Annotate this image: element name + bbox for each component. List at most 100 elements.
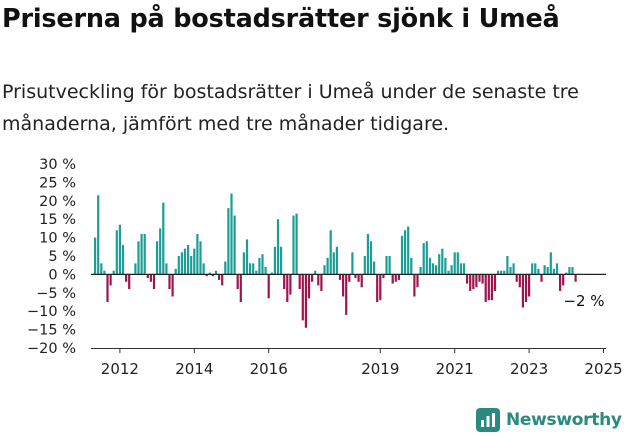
- bar: [332, 252, 335, 275]
- y-tick-label: −20 %: [27, 341, 76, 357]
- bar: [462, 263, 466, 275]
- bar: [304, 274, 307, 328]
- bar: [431, 263, 435, 275]
- bar: [137, 241, 140, 275]
- bar: [109, 274, 112, 286]
- bar: [242, 252, 245, 275]
- bar: [125, 274, 128, 282]
- y-tick-label: −15 %: [27, 323, 76, 339]
- bar: [335, 246, 338, 275]
- bar: [515, 274, 518, 282]
- bar: [273, 246, 276, 275]
- bar: [106, 274, 109, 302]
- bar: [162, 202, 165, 275]
- bar: [202, 263, 205, 275]
- bar: [270, 272, 273, 275]
- y-tick-label: 30 %: [39, 157, 76, 173]
- bar: [301, 274, 304, 321]
- bar: [540, 274, 543, 282]
- brand-name: Newsworthy: [506, 410, 622, 430]
- bar: [388, 256, 391, 275]
- bar: [512, 263, 515, 275]
- bar: [128, 274, 131, 290]
- bar: [165, 263, 168, 275]
- bar: [469, 274, 472, 291]
- bar: [453, 252, 456, 275]
- bar: [233, 215, 236, 275]
- x-tick-label: 2019: [361, 360, 399, 378]
- bar: [338, 274, 342, 280]
- bar: [292, 215, 295, 275]
- bar: [156, 241, 159, 275]
- bar: [208, 272, 211, 275]
- bar: [118, 224, 121, 275]
- bar: [348, 274, 351, 282]
- bar: [447, 270, 450, 275]
- bar: [571, 267, 574, 275]
- bar: [394, 274, 397, 282]
- x-tick-label: 2025: [584, 360, 622, 378]
- bar: [490, 274, 493, 301]
- bar: [438, 254, 441, 275]
- bar: [493, 274, 497, 291]
- bar: [528, 274, 531, 297]
- bar: [552, 268, 555, 275]
- bar: [416, 274, 419, 288]
- bar: [376, 274, 379, 302]
- bar: [255, 270, 258, 275]
- x-tick-label: 2014: [175, 360, 213, 378]
- bar: [574, 274, 577, 282]
- bar: [193, 248, 196, 275]
- bar: [441, 248, 444, 275]
- bar: [218, 274, 221, 280]
- bar: [419, 267, 422, 275]
- bar: [379, 274, 382, 301]
- bar: [500, 270, 503, 275]
- bar: [227, 208, 230, 275]
- bar: [276, 219, 280, 275]
- bar: [549, 252, 552, 275]
- bar: [199, 241, 202, 275]
- bar: [230, 193, 233, 275]
- bar: [382, 274, 385, 279]
- y-tick-label: 15 %: [39, 212, 76, 228]
- y-tick-label: 5 %: [48, 249, 76, 265]
- bar: [555, 263, 559, 275]
- bar: [146, 274, 149, 279]
- bar: [385, 256, 388, 275]
- bar: [289, 274, 292, 295]
- bar: [509, 267, 512, 275]
- bar: [397, 274, 400, 280]
- bar: [171, 274, 174, 297]
- bar: [475, 274, 478, 288]
- bar: [252, 263, 255, 275]
- bar: [484, 274, 487, 302]
- bar: [187, 244, 190, 275]
- x-tick-label: 2012: [101, 360, 139, 378]
- brand-logo: Newsworthy: [476, 408, 622, 432]
- bar: [534, 263, 537, 275]
- bar: [196, 233, 199, 275]
- bar: [562, 274, 565, 286]
- bar: [503, 270, 506, 275]
- bar: [478, 274, 481, 282]
- bar: [546, 267, 549, 275]
- bar: [311, 274, 314, 282]
- bar: [450, 265, 453, 275]
- y-tick-label: 25 %: [39, 175, 76, 191]
- bar: [506, 256, 509, 275]
- bar: [177, 256, 180, 275]
- bar: [214, 270, 218, 275]
- bar: [205, 274, 208, 277]
- bar: [537, 268, 540, 275]
- y-tick-label: 20 %: [39, 194, 76, 210]
- bar: [357, 274, 360, 282]
- chart-subtitle: Prisutveckling för bostadsrätter i Umeå …: [2, 81, 579, 135]
- bar: [422, 243, 425, 275]
- y-tick-label: 0 %: [48, 267, 76, 283]
- bar: [168, 274, 171, 290]
- bar: [559, 274, 562, 291]
- bar: [183, 248, 187, 275]
- bar: [407, 226, 410, 275]
